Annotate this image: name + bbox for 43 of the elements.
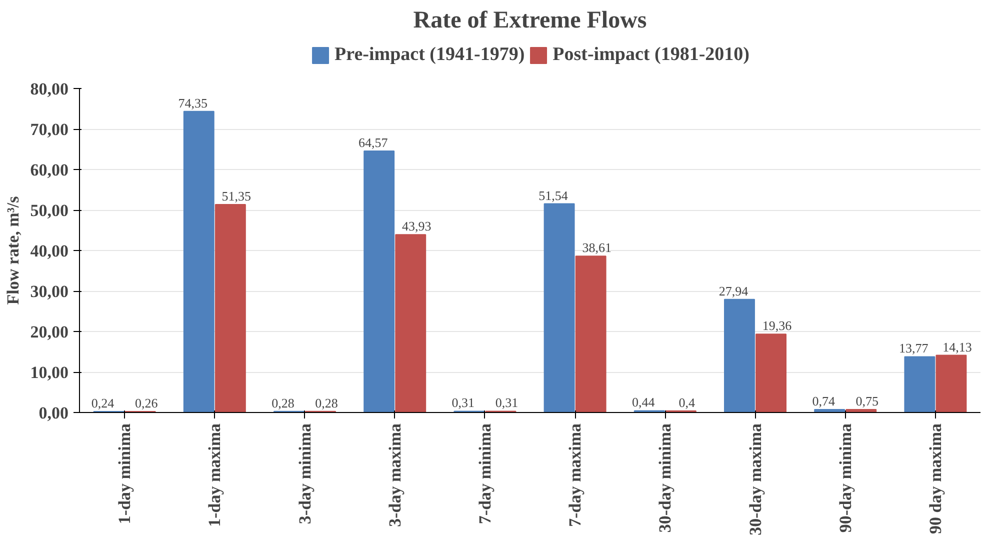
data-label: 64,57 <box>358 134 388 150</box>
x-tick-label: 7-day maxima <box>566 423 585 527</box>
x-tick-label: 1-day maxima <box>205 423 224 527</box>
data-label: 0,44 <box>632 394 656 410</box>
chart-title: Rate of Extreme Flows <box>413 8 647 34</box>
y-tick-label: 40,00 <box>30 242 68 260</box>
y-tick-label: 60,00 <box>30 160 68 180</box>
data-label: 14,13 <box>942 339 972 354</box>
y-tick-label: 20,00 <box>30 322 68 342</box>
data-label: 0,31 <box>452 395 475 410</box>
legend-label: Post-impact (1981-2010) <box>552 44 750 66</box>
data-label: 27,94 <box>718 283 749 298</box>
x-tick-label: 1-day minima <box>115 423 134 524</box>
x-tick-label: 30-day maxima <box>746 423 765 536</box>
legend-label: Pre-impact (1941-1979) <box>334 44 525 66</box>
y-tick-label: 50,00 <box>30 201 68 220</box>
data-label: 0,4 <box>678 394 696 410</box>
data-label: 19,36 <box>762 318 792 334</box>
y-tick-label: 70,00 <box>30 120 68 139</box>
data-label: 0,74 <box>812 394 836 409</box>
y-axis-title: Flow rate, m³/s <box>3 196 22 305</box>
data-label: 0,26 <box>134 395 158 410</box>
data-label: 0,75 <box>856 393 878 408</box>
data-label: 0,31 <box>495 395 518 410</box>
y-tick-label: 0,00 <box>38 404 68 422</box>
data-label: 0,28 <box>272 395 294 410</box>
data-label: 51,35 <box>222 188 252 204</box>
y-tick-label: 10,00 <box>30 363 68 382</box>
data-label: 0,28 <box>315 395 338 410</box>
x-tick-label: 3-day maxima <box>385 423 404 527</box>
data-label: 13,77 <box>899 340 929 356</box>
data-label: 38,61 <box>582 240 612 256</box>
x-tick-label: 7-day minima <box>475 423 494 524</box>
data-label: 74,35 <box>178 95 208 110</box>
x-tick-label: 90-day minima <box>836 423 855 533</box>
y-tick-label: 80,00 <box>30 80 68 98</box>
y-tick-label: 30,00 <box>30 282 68 301</box>
data-label: 43,93 <box>402 218 432 234</box>
data-label: 51,54 <box>538 188 568 203</box>
x-tick-label: 30-day minima <box>656 423 675 533</box>
x-tick-label: 90 day maxima <box>926 423 945 534</box>
data-label: 0,24 <box>91 396 115 411</box>
x-tick-label: 3-day minima <box>295 423 314 524</box>
